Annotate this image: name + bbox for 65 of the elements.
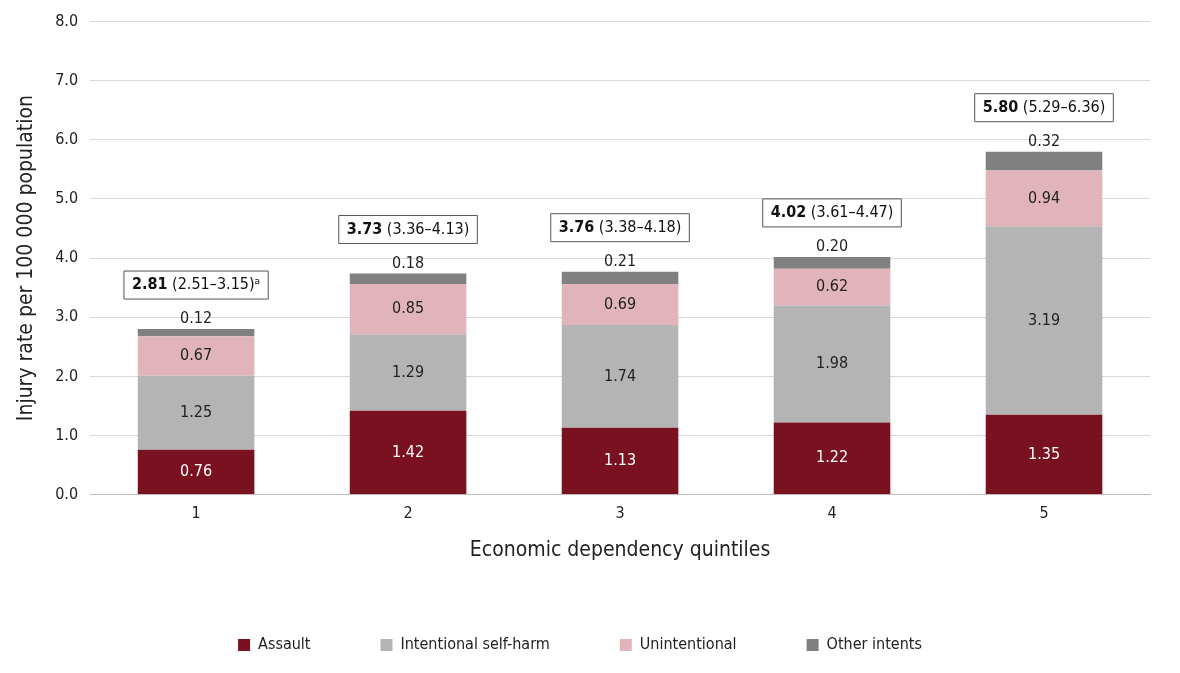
bar [561, 324, 679, 428]
bar [349, 334, 467, 411]
x-tick-label: 2 [403, 503, 413, 523]
x-axis-title: Economic dependency quintiles [469, 536, 771, 561]
bar [137, 329, 255, 337]
legend-label: Intentional self-harm [400, 634, 550, 654]
data-label: 1.25 [180, 401, 213, 421]
bar [561, 271, 679, 285]
x-tick-label: 4 [827, 503, 837, 523]
data-label: 3.19 [1027, 309, 1061, 329]
total-label: 5.80 (5.29–6.36) [982, 96, 1106, 116]
total-label: 4.02 (3.61–4.47) [770, 202, 894, 222]
bar [773, 268, 891, 306]
y-tick-label: 4.0 [55, 247, 79, 267]
bar [773, 256, 891, 269]
data-label: 0.21 [604, 250, 637, 270]
bar [985, 226, 1103, 415]
data-label: 1.29 [392, 361, 425, 381]
data-label: 0.85 [392, 298, 425, 318]
total-label: 3.76 (3.38–4.18) [558, 216, 682, 236]
bar [137, 336, 255, 376]
y-tick-label: 5.0 [55, 188, 79, 208]
x-tick-label: 1 [191, 503, 201, 523]
total-label: 2.81 (2.51–3.15)ᵃ [131, 274, 261, 294]
data-label: 1.42 [392, 441, 425, 461]
bar [561, 284, 679, 325]
bar [985, 151, 1103, 171]
data-label: 1.98 [816, 353, 849, 373]
data-label: 0.20 [816, 236, 849, 256]
data-label: 1.13 [604, 450, 637, 470]
y-tick-label: 3.0 [55, 306, 79, 326]
bar [773, 422, 891, 495]
data-label: 1.22 [816, 447, 849, 467]
legend-label: Assault [258, 634, 311, 654]
bar [137, 449, 255, 495]
y-tick-label: 8.0 [55, 10, 79, 30]
bar [985, 170, 1103, 227]
y-tick-label: 2.0 [55, 365, 79, 385]
data-label: 0.32 [1027, 130, 1061, 150]
x-tick-label: 5 [1039, 503, 1049, 523]
y-axis-title: Injury rate per 100 000 population [13, 95, 38, 422]
y-tick-label: 7.0 [55, 69, 79, 89]
data-label: 0.62 [816, 276, 849, 296]
data-label: 1.74 [604, 365, 637, 385]
y-tick-label: 6.0 [55, 129, 79, 149]
bar [137, 375, 255, 450]
x-tick-label: 3 [615, 503, 625, 523]
data-label: 0.94 [1027, 187, 1061, 207]
bar [349, 284, 467, 335]
data-label: 0.76 [180, 461, 213, 481]
data-label: 0.12 [180, 308, 213, 328]
data-label: 1.35 [1027, 443, 1061, 463]
legend-label: Unintentional [639, 634, 737, 654]
y-tick-label: 0.0 [55, 483, 79, 503]
bar [773, 305, 891, 423]
bar [349, 410, 467, 495]
bar [561, 427, 679, 495]
bar [349, 273, 467, 285]
legend-label: Other intents [826, 634, 922, 654]
data-label: 0.18 [392, 252, 425, 272]
data-label: 0.69 [604, 293, 637, 313]
y-tick-label: 1.0 [55, 424, 79, 444]
data-label: 0.67 [180, 345, 213, 365]
bar [985, 414, 1103, 495]
total-label: 3.73 (3.36–4.13) [346, 218, 470, 238]
